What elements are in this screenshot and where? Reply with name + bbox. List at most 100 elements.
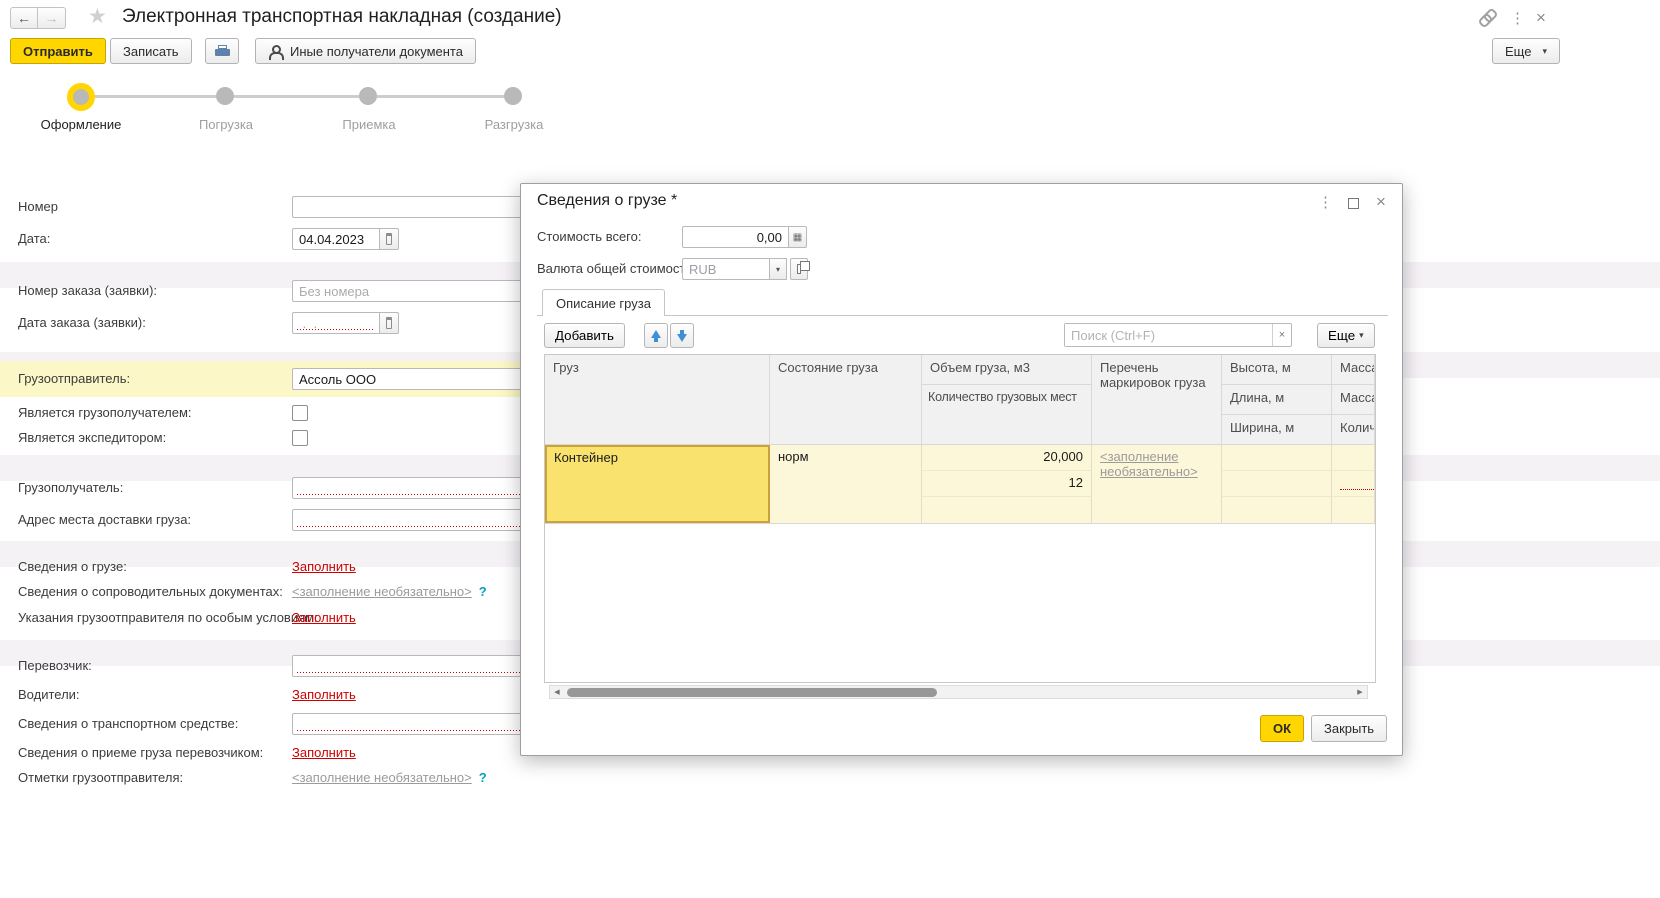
- special-conditions-fill-link[interactable]: Заполнить: [292, 610, 356, 625]
- currency-field: ▾: [682, 258, 810, 280]
- cell-qty[interactable]: [1332, 497, 1375, 523]
- favorite-star-icon[interactable]: ★: [88, 5, 107, 28]
- calendar-button[interactable]: [380, 228, 399, 250]
- down-arrow-icon: [677, 329, 687, 342]
- window-close-icon[interactable]: ×: [1536, 8, 1546, 27]
- field-label: Грузоотправитель:: [18, 371, 131, 386]
- form-row: Является экспедитором:: [0, 430, 930, 454]
- order-date-input[interactable]: [292, 312, 380, 334]
- help-icon[interactable]: ?: [478, 584, 487, 599]
- field-label: Является грузополучателем:: [18, 405, 192, 420]
- cell-width[interactable]: [1222, 497, 1332, 523]
- step-label-razgruzka: Разгрузка: [484, 117, 544, 132]
- required-field-marker: [1340, 475, 1374, 490]
- field-label: Грузополучатель:: [18, 480, 124, 495]
- cell-height[interactable]: [1222, 445, 1332, 471]
- cargo-acceptance-fill-link[interactable]: Заполнить: [292, 745, 356, 760]
- is-forwarder-checkbox[interactable]: [292, 430, 308, 446]
- cell-condition[interactable]: норм: [770, 445, 922, 523]
- column-header-length[interactable]: Длина, м: [1222, 385, 1332, 415]
- window-menu-icon[interactable]: ⋮: [1510, 10, 1525, 27]
- is-consignee-checkbox[interactable]: [292, 405, 308, 421]
- horizontal-scrollbar[interactable]: ◀ ▶: [549, 685, 1368, 699]
- markings-fill-link[interactable]: <заполнение: [1100, 449, 1179, 464]
- link-icon[interactable]: [1478, 10, 1498, 29]
- cell-volume[interactable]: 20,000: [922, 445, 1092, 471]
- cell-cargo[interactable]: Контейнер: [545, 445, 770, 523]
- field-label: Является экспедитором:: [18, 430, 167, 445]
- cell-markings[interactable]: <заполнение необязательно>: [1092, 445, 1222, 523]
- cell-mass2[interactable]: [1332, 471, 1375, 497]
- scroll-right-icon[interactable]: ▶: [1357, 689, 1363, 696]
- column-header-cargo[interactable]: Груз: [545, 355, 770, 445]
- other-recipients-label: Иные получатели документа: [290, 43, 463, 59]
- dialog-menu-icon[interactable]: ⋮: [1318, 194, 1333, 211]
- cell-empty[interactable]: [922, 497, 1092, 523]
- move-up-button[interactable]: [644, 323, 668, 348]
- field-label: Отметки грузоотправителя:: [18, 770, 184, 785]
- step-dot-priemka[interactable]: [359, 87, 377, 105]
- print-button[interactable]: [205, 38, 239, 64]
- dialog-maximize-icon[interactable]: [1348, 197, 1359, 212]
- shipper-marks-link[interactable]: <заполнение необязательно>: [292, 770, 472, 785]
- dialog-close-icon[interactable]: ×: [1376, 192, 1386, 211]
- drivers-fill-link[interactable]: Заполнить: [292, 687, 356, 702]
- total-cost-input[interactable]: [682, 226, 789, 248]
- accompanying-docs-link[interactable]: <заполнение необязательно>: [292, 584, 472, 599]
- move-down-button[interactable]: [670, 323, 694, 348]
- currency-open-button[interactable]: [790, 258, 810, 280]
- cell-mass[interactable]: [1332, 445, 1375, 471]
- history-nav: ← →: [10, 7, 66, 29]
- other-recipients-button[interactable]: Иные получатели документа: [255, 38, 476, 64]
- currency-dropdown-button[interactable]: ▾: [770, 258, 787, 280]
- column-header-condition[interactable]: Состояние груза: [770, 355, 922, 445]
- step-connector: [234, 95, 359, 98]
- field-label: Водители:: [18, 687, 80, 702]
- form-row: Указания грузоотправителя по особым усло…: [0, 610, 930, 628]
- dialog-more-button[interactable]: Еще ▾: [1317, 323, 1375, 348]
- table-row[interactable]: Контейнер норм 20,000 12 <заполнение нео…: [545, 445, 1375, 524]
- column-header-mass[interactable]: Масса: [1332, 355, 1375, 385]
- column-header-mass2[interactable]: Масса: [1332, 385, 1375, 415]
- calendar-button[interactable]: [380, 312, 399, 334]
- field-label: Номер: [18, 199, 59, 214]
- column-header-markings[interactable]: Перечень маркировок груза: [1092, 355, 1222, 445]
- forward-button[interactable]: →: [38, 7, 66, 29]
- step-label-priemka: Приемка: [342, 117, 396, 132]
- ok-button[interactable]: ОК: [1260, 715, 1305, 742]
- step-dot-razgruzka[interactable]: [504, 87, 522, 105]
- date-input[interactable]: [292, 228, 380, 250]
- step-dot-pogruzka[interactable]: [216, 87, 234, 105]
- field-label: Указания грузоотправителя по особым усло…: [18, 610, 318, 625]
- tab-cargo-description[interactable]: Описание груза: [542, 289, 665, 316]
- scrollbar-thumb[interactable]: [567, 688, 937, 697]
- scroll-left-icon[interactable]: ◀: [554, 689, 560, 696]
- field-label: Сведения о приеме груза перевозчиком:: [18, 745, 264, 760]
- close-button[interactable]: Закрыть: [1311, 715, 1388, 742]
- markings-fill-link[interactable]: необязательно>: [1100, 464, 1198, 479]
- calculator-button[interactable]: ▦: [789, 226, 807, 248]
- step-dot-oformlenie[interactable]: [67, 83, 95, 111]
- column-header-height[interactable]: Высота, м: [1222, 355, 1332, 385]
- save-button[interactable]: Записать: [110, 38, 192, 64]
- currency-input[interactable]: [682, 258, 770, 280]
- cell-length[interactable]: [1222, 471, 1332, 497]
- calendar-icon: [386, 317, 392, 329]
- column-header-width[interactable]: Ширина, м: [1222, 415, 1332, 445]
- page-title: Электронная транспортная накладная (созд…: [122, 6, 562, 27]
- column-header-qty[interactable]: Колич: [1332, 415, 1375, 445]
- cargo-info-fill-link[interactable]: Заполнить: [292, 559, 356, 574]
- send-button[interactable]: Отправить: [10, 38, 106, 64]
- search-clear-icon[interactable]: ×: [1272, 324, 1291, 346]
- column-header-places[interactable]: Количество грузовых мест: [922, 385, 1092, 445]
- add-button[interactable]: Добавить: [544, 323, 625, 348]
- column-header-volume[interactable]: Объем груза, м3: [922, 355, 1092, 385]
- more-button[interactable]: Еще ▾: [1492, 38, 1560, 64]
- back-button[interactable]: ←: [10, 7, 38, 29]
- help-icon[interactable]: ?: [478, 770, 487, 785]
- chevron-down-icon: ▾: [1359, 330, 1364, 340]
- form-row: Сведения о грузе: Заполнить: [0, 559, 930, 577]
- cell-places[interactable]: 12: [922, 471, 1092, 497]
- step-label-pogruzka: Погрузка: [198, 117, 254, 132]
- search-input[interactable]: [1065, 324, 1272, 346]
